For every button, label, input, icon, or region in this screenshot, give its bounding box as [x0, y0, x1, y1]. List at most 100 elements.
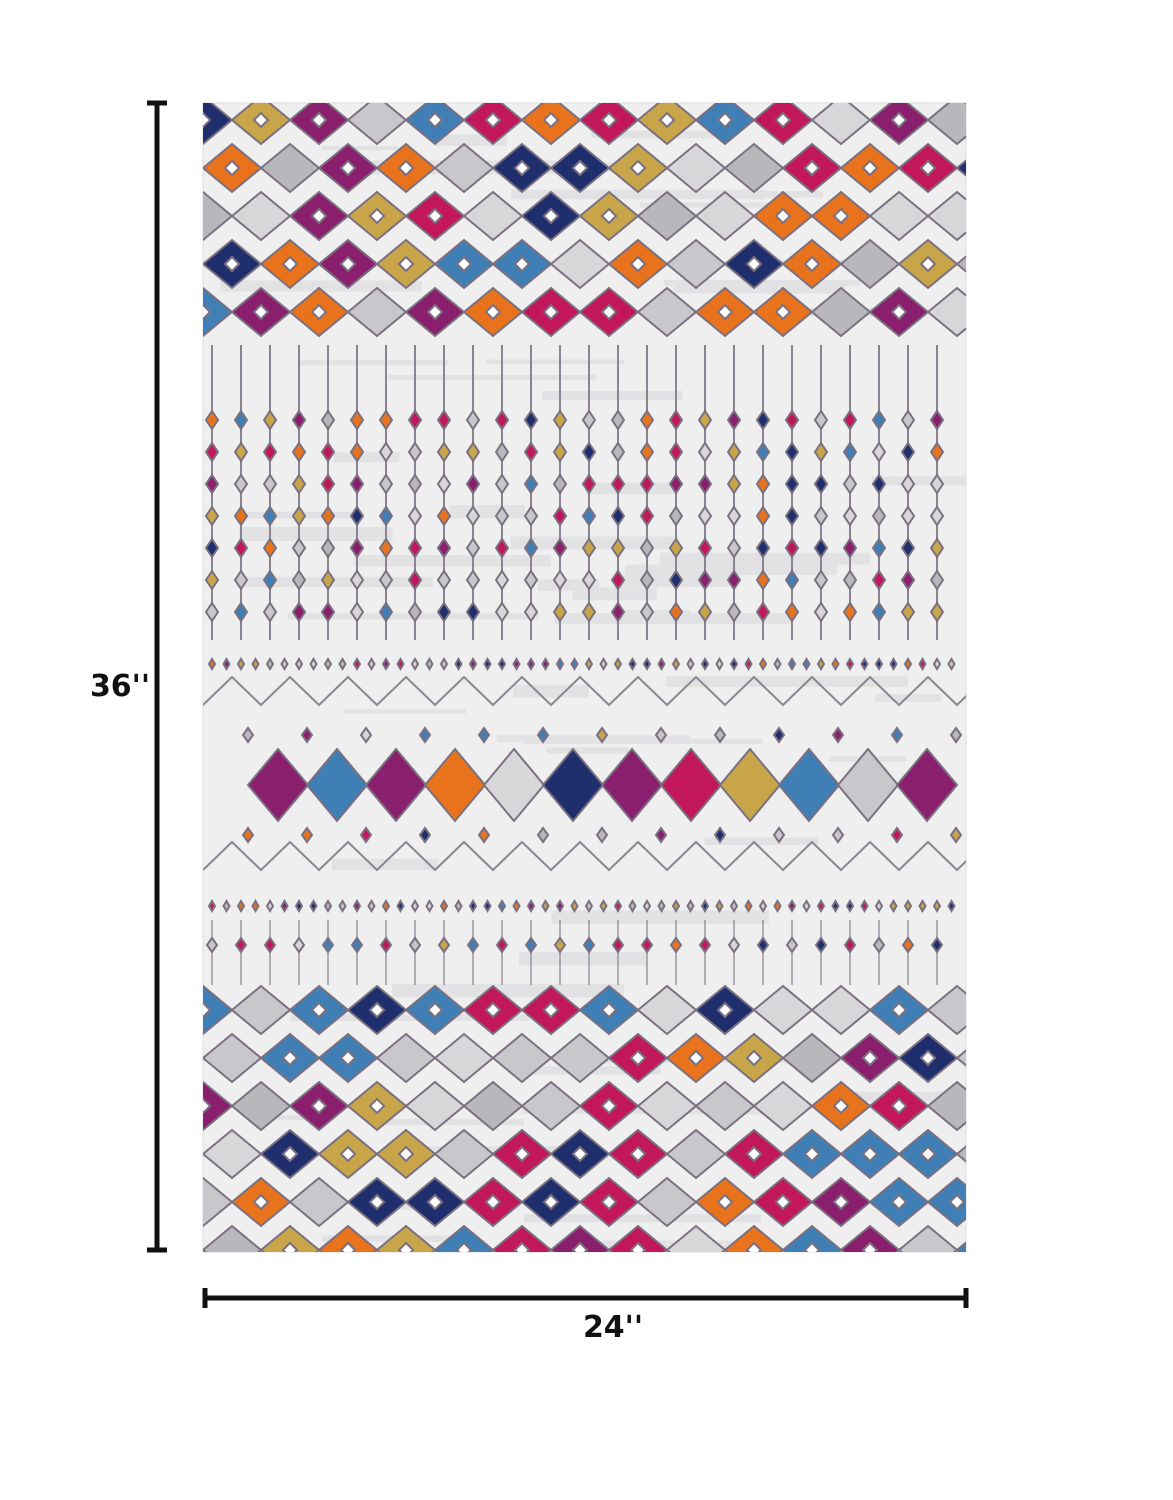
bead [929, 409, 945, 431]
bead [323, 657, 333, 671]
diamond-center [774, 1193, 792, 1211]
bead [755, 473, 771, 495]
bead [642, 899, 652, 913]
bead [816, 657, 826, 671]
bead [756, 936, 770, 954]
diamond-center [803, 159, 821, 177]
bead [222, 657, 231, 671]
bead [378, 409, 394, 431]
bead [744, 657, 753, 671]
bead [552, 473, 568, 495]
big-diamond [600, 747, 664, 823]
diamond [955, 159, 966, 177]
bead [784, 537, 800, 559]
bead [291, 537, 307, 559]
streak [333, 452, 400, 463]
diamond-center [600, 1097, 618, 1115]
diamond-center [542, 207, 560, 225]
diamond [230, 1080, 292, 1132]
diamond-center [919, 1049, 937, 1067]
bead [813, 601, 829, 623]
streak [387, 374, 597, 381]
bead [570, 657, 579, 671]
bead [842, 473, 858, 495]
diamond [955, 1145, 966, 1163]
diamond-center [426, 303, 444, 321]
bead [784, 601, 800, 623]
bead [465, 473, 481, 495]
diamond-center [281, 1241, 299, 1252]
streak [496, 735, 691, 743]
big-diamond [895, 747, 959, 823]
bead [758, 657, 768, 671]
diamond-center [600, 1001, 618, 1019]
bead [233, 505, 249, 527]
bead [494, 441, 510, 463]
diamond [462, 190, 524, 242]
bead [291, 505, 307, 527]
diamond [203, 1224, 263, 1252]
bead [581, 601, 597, 623]
bead [494, 473, 510, 495]
bead [367, 899, 376, 913]
big-diamond [305, 747, 369, 823]
width-label: 24'' [583, 1310, 643, 1345]
bead [727, 936, 741, 954]
bead [845, 899, 855, 913]
diamond-center [203, 303, 212, 321]
bead [831, 899, 840, 913]
bead [437, 936, 451, 954]
bead [784, 441, 800, 463]
accent [595, 826, 609, 844]
diamond-center [890, 111, 908, 129]
diamond-center [861, 1241, 879, 1252]
accent [831, 726, 845, 744]
diamond-center [455, 255, 473, 273]
streak [664, 280, 860, 286]
streak [554, 613, 792, 625]
bead [410, 657, 420, 671]
streak [392, 983, 624, 998]
bead [349, 569, 365, 591]
diamond [665, 1128, 727, 1180]
bead [454, 899, 463, 913]
bead [483, 899, 492, 913]
bead [871, 505, 887, 527]
bead [555, 657, 565, 671]
diamond-center [571, 159, 589, 177]
diamond-center [223, 159, 241, 177]
streak [486, 359, 625, 364]
bead [552, 505, 568, 527]
bead [697, 537, 713, 559]
bead [903, 657, 913, 671]
bead [436, 409, 452, 431]
bead [755, 409, 771, 431]
diamond-center [716, 1193, 734, 1211]
streak [257, 1115, 334, 1121]
bead [523, 537, 539, 559]
bead [813, 473, 829, 495]
bead [697, 569, 713, 591]
bead [726, 505, 742, 527]
diamond [203, 984, 234, 1036]
bead [379, 936, 393, 954]
bead [773, 657, 782, 671]
diamond [203, 190, 234, 242]
bead [872, 936, 886, 954]
bead [381, 657, 391, 671]
bead [871, 441, 887, 463]
bead [350, 936, 364, 954]
diamond [549, 1032, 611, 1084]
diamond [491, 1224, 553, 1252]
accent [772, 726, 786, 744]
bead [233, 441, 249, 463]
bead [816, 899, 826, 913]
diamond-center [455, 1241, 473, 1252]
accent [359, 726, 373, 744]
streak [673, 284, 846, 294]
diamond-center [890, 1001, 908, 1019]
diamond-center [252, 303, 270, 321]
bead [628, 899, 637, 913]
diamond [549, 1224, 611, 1252]
bead [903, 899, 913, 913]
